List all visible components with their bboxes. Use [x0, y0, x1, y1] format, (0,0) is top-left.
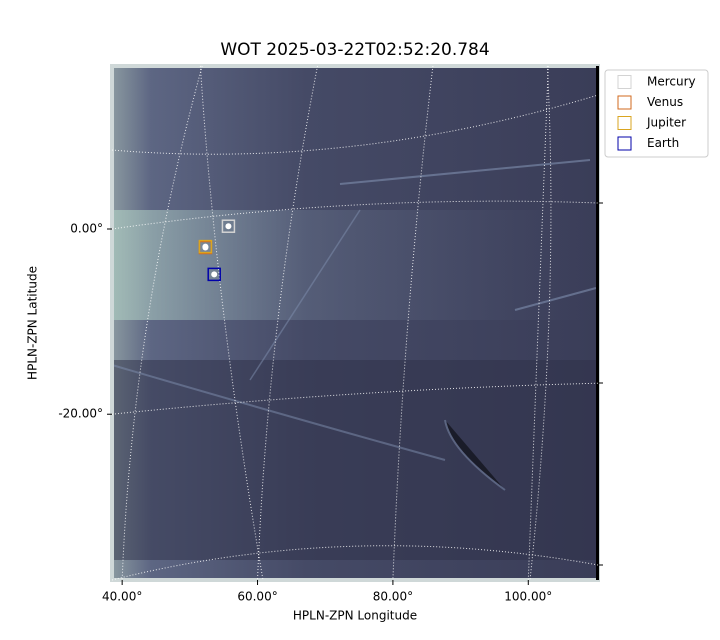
- legend-label: Jupiter: [646, 116, 686, 130]
- x-axis-label: HPLN-ZPN Longitude: [293, 609, 417, 623]
- legend-marker: [617, 116, 632, 130]
- x-tick-label: 100.00°: [504, 590, 552, 604]
- legend-marker: [617, 95, 632, 110]
- y-tick-label: 0.00°: [70, 221, 103, 235]
- image: [110, 64, 600, 582]
- planet-marker: [207, 267, 221, 282]
- grid-line: [392, 65, 434, 581]
- planet-dot: [202, 243, 209, 250]
- x-tick-label: 80.00°: [373, 590, 413, 604]
- x-tick-label: 40.00°: [102, 590, 142, 604]
- chart-title: WOT 2025-03-22T02:52:20.784: [220, 40, 489, 60]
- y-tick-label: -20.00°: [58, 407, 103, 421]
- grid-line: [257, 65, 319, 581]
- grid-line: [111, 200, 599, 230]
- legend-label: Earth: [647, 136, 679, 150]
- grid-line: [111, 382, 599, 415]
- planet-marker: [198, 239, 213, 254]
- x-tick-label: 60.00°: [237, 590, 277, 604]
- legend-label: Venus: [647, 95, 683, 109]
- planet-dot: [225, 223, 232, 230]
- legend: Mercury Venus Jupiter Earth: [604, 69, 709, 158]
- y-axis-label: HPLN-ZPN Latitude: [26, 266, 40, 380]
- planet-marker: [221, 219, 236, 233]
- legend-marker: [617, 136, 632, 151]
- legend-label: Mercury: [647, 75, 696, 89]
- planet-dot: [211, 271, 218, 278]
- right-ticks: [598, 202, 603, 566]
- grid-decoration: [111, 59, 599, 581]
- grid-line: [121, 65, 203, 581]
- legend-marker: [617, 75, 632, 89]
